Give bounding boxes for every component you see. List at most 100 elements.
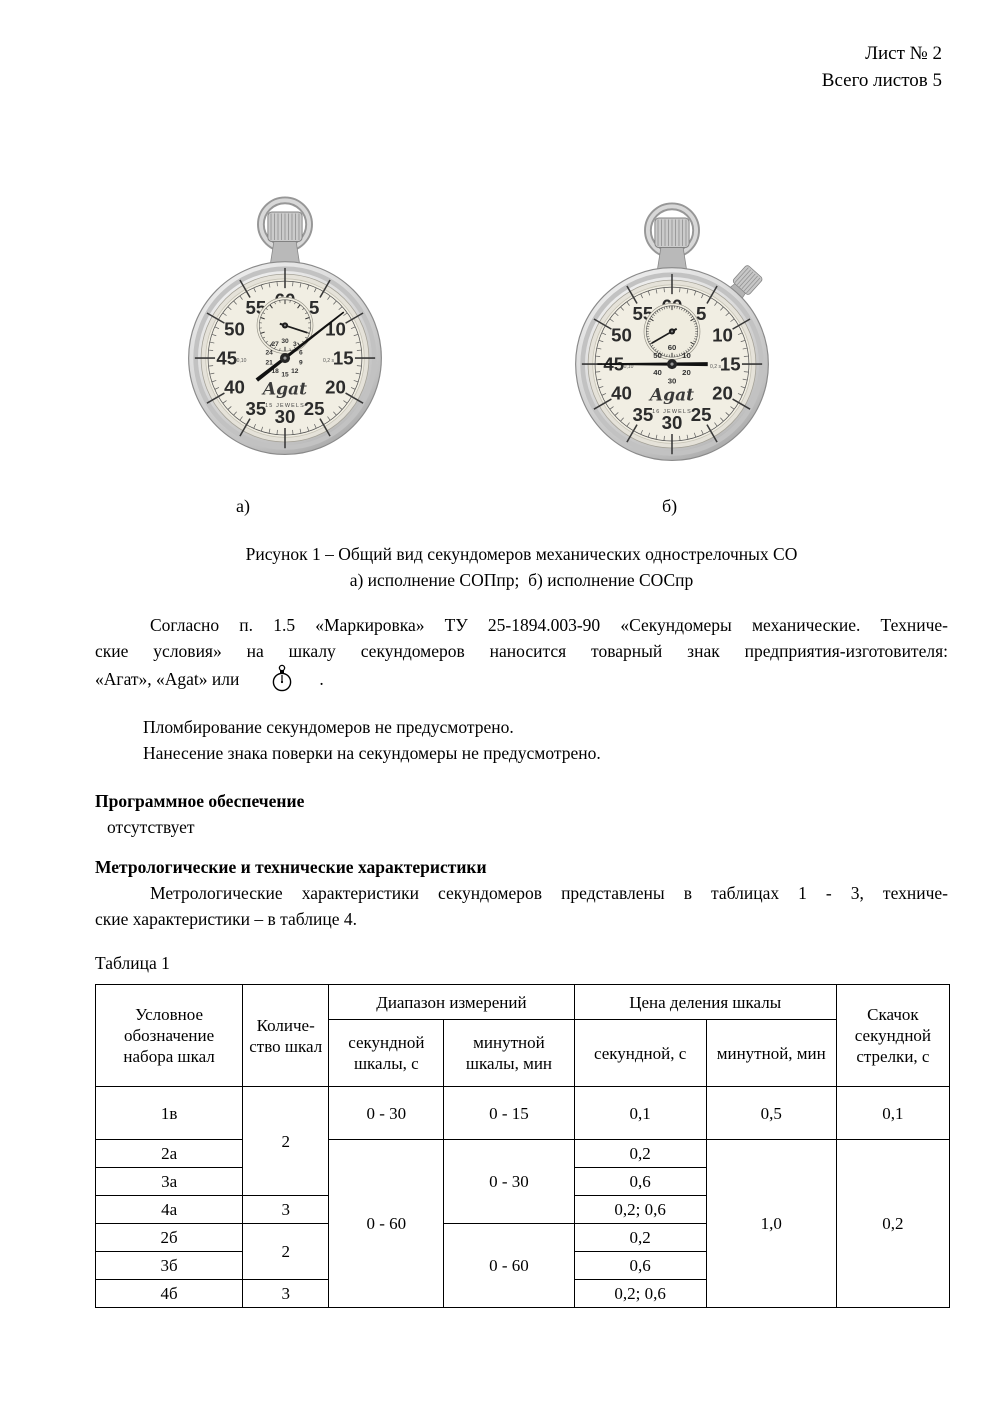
svg-text:35: 35 bbox=[632, 404, 653, 425]
svg-text:20: 20 bbox=[325, 377, 346, 398]
table-cell: 3 bbox=[242, 1279, 330, 1308]
table-cell: 4б bbox=[94, 1279, 244, 1308]
svg-text:12: 12 bbox=[291, 368, 299, 375]
agat-trademark-icon bbox=[273, 664, 292, 692]
table-row: 3б 0,6 bbox=[94, 1251, 950, 1280]
svg-text:40: 40 bbox=[611, 383, 632, 404]
paragraph-marking-line3-text: «Агат», «Agat» или bbox=[95, 669, 240, 689]
table1: Условное обозначение набора шкал Количе-… bbox=[94, 984, 951, 1308]
svg-text:0,10: 0,10 bbox=[624, 364, 634, 370]
table-cell: 0,2 bbox=[573, 1139, 707, 1168]
table-row: 1в 2 0 - 30 0 - 15 0,1 0,5 0,1 bbox=[94, 1086, 951, 1196]
table1-header-second-scale-range: секундной шкалы, с bbox=[328, 1019, 445, 1087]
table-cell: 0,2 bbox=[573, 1223, 707, 1252]
table-cell: 2 bbox=[242, 1086, 330, 1196]
table1-header-scale-count: Количе-ство шкал bbox=[242, 984, 330, 1087]
figure-label-b: б) bbox=[662, 496, 678, 516]
svg-text:30: 30 bbox=[275, 406, 296, 427]
table1-header-hand-jump: Скачок секундной стрелки, с bbox=[835, 984, 951, 1087]
metrology-paragraph-line1: Метрологические характеристики секундоме… bbox=[150, 883, 948, 903]
table-cell: 4а bbox=[94, 1195, 244, 1224]
svg-text:24: 24 bbox=[265, 349, 273, 356]
table-row: 3а 0,6 bbox=[94, 1167, 950, 1196]
table-cell: 0 - 15 bbox=[443, 1086, 575, 1140]
svg-text:9: 9 bbox=[299, 360, 303, 367]
software-section-value: отсутствует bbox=[107, 817, 195, 837]
table-cell: 2а bbox=[94, 1139, 244, 1168]
svg-text:45: 45 bbox=[216, 348, 237, 369]
svg-text:40: 40 bbox=[224, 377, 245, 398]
metrology-paragraph-line2: ские характеристики – в таблице 4. bbox=[95, 909, 357, 929]
table-cell: 0,1 bbox=[573, 1086, 707, 1140]
paragraph-seal: Пломбирование секундомеров не предусмотр… bbox=[95, 714, 948, 766]
svg-text:3: 3 bbox=[293, 341, 297, 348]
metrology-section-heading: Метрологические и технические характерис… bbox=[95, 857, 487, 877]
stopwatch-photo-b: 605101520253035404550556010203040500,100… bbox=[575, 202, 769, 462]
paragraph-marking-period: . bbox=[319, 669, 324, 689]
figure-caption: Рисунок 1 – Общий вид секундомеров механ… bbox=[95, 541, 948, 593]
svg-text:30: 30 bbox=[281, 338, 289, 345]
svg-text:25: 25 bbox=[304, 398, 325, 419]
svg-text:15: 15 bbox=[720, 354, 741, 375]
table1-header-scale-set: Условное обозначение набора шкал bbox=[94, 984, 244, 1087]
verification-mark-note: Нанесение знака поверки на секундомеры н… bbox=[143, 743, 601, 763]
svg-text:6: 6 bbox=[299, 349, 303, 356]
svg-text:30: 30 bbox=[662, 412, 683, 433]
paragraph-marking-line1: Согласно п. 1.5 «Маркировка» ТУ 25-1894.… bbox=[150, 615, 948, 635]
table1-header-minute-division: минутной, мин bbox=[705, 1019, 837, 1087]
table-row: 2а 0 - 60 0 - 30 0,2 1,0 0,2 bbox=[94, 1139, 951, 1308]
table-cell: 0,2 bbox=[835, 1139, 951, 1308]
svg-text:0,2 s: 0,2 s bbox=[710, 364, 721, 370]
sheet-header: Лист № 2 Всего листов 5 bbox=[822, 40, 942, 94]
table-cell: 3а bbox=[94, 1167, 244, 1196]
figure-caption-line2: а) исполнение СОПпр; б) исполнение СОСпр bbox=[349, 570, 694, 590]
sheet-number: Лист № 2 bbox=[865, 43, 942, 64]
table1-header-group-division: Цена деления шкалы bbox=[573, 984, 837, 1020]
table-cell: 0,1 bbox=[835, 1086, 951, 1140]
software-section-heading: Программное обеспечение bbox=[95, 791, 305, 811]
svg-text:16 JEWELS: 16 JEWELS bbox=[652, 409, 692, 415]
svg-text:18: 18 bbox=[272, 368, 280, 375]
svg-text:10: 10 bbox=[325, 318, 346, 339]
svg-text:20: 20 bbox=[712, 383, 733, 404]
svg-text:35: 35 bbox=[245, 398, 266, 419]
table-cell: 2б bbox=[94, 1223, 244, 1252]
figure-caption-line1: Рисунок 1 – Общий вид секундомеров механ… bbox=[245, 544, 798, 564]
table-cell: 3б bbox=[94, 1251, 244, 1280]
svg-text:25: 25 bbox=[691, 404, 712, 425]
svg-text:60: 60 bbox=[668, 343, 677, 352]
table1-header-second-division: секундной, с bbox=[573, 1019, 707, 1087]
table1-header-minute-scale-range: минутной шкалы, мин bbox=[443, 1019, 575, 1087]
svg-text:20: 20 bbox=[682, 368, 691, 377]
figure-label-a: а) bbox=[236, 496, 250, 516]
table-row: 4б 3 0,2; 0,6 bbox=[94, 1279, 950, 1308]
table-cell: 1,0 bbox=[705, 1139, 837, 1308]
table-cell: 0 - 60 bbox=[443, 1223, 575, 1308]
table-cell: 1в bbox=[94, 1086, 244, 1140]
svg-text:50: 50 bbox=[224, 318, 245, 339]
table-cell: 0,6 bbox=[573, 1251, 707, 1280]
svg-text:Agat: Agat bbox=[648, 386, 694, 406]
svg-text:10: 10 bbox=[682, 351, 691, 360]
table-cell: 0,6 bbox=[573, 1167, 707, 1196]
table-cell: 3 bbox=[242, 1195, 330, 1224]
table1-title: Таблица 1 bbox=[95, 953, 170, 973]
table1-header-group-range: Диапазон измерений bbox=[328, 984, 575, 1020]
table-cell: 0,2; 0,6 bbox=[573, 1279, 707, 1308]
table1-body: 1в 2 0 - 30 0 - 15 0,1 0,5 0,1 2а 0 - 60 0 - 30 0,… bbox=[94, 1086, 951, 1308]
stopwatch-photo-a: 6051015202530354045505530369121518212427… bbox=[188, 196, 382, 456]
svg-text:15: 15 bbox=[281, 371, 289, 378]
svg-text:0,2 s: 0,2 s bbox=[323, 358, 334, 364]
svg-text:21: 21 bbox=[265, 360, 273, 367]
sealing-note: Пломбирование секундомеров не предусмотр… bbox=[143, 717, 514, 737]
table-cell: 0 - 30 bbox=[328, 1086, 445, 1140]
svg-text:5: 5 bbox=[696, 303, 706, 324]
table-cell: 0 - 30 bbox=[443, 1139, 575, 1224]
table-row: 2б 2 0 - 60 0,2 bbox=[94, 1223, 950, 1308]
svg-text:0,10: 0,10 bbox=[237, 358, 247, 364]
total-sheets: Всего листов 5 bbox=[821, 70, 942, 91]
svg-text:Agat: Agat bbox=[261, 380, 307, 400]
svg-text:30: 30 bbox=[668, 376, 677, 385]
table-cell: 0 - 60 bbox=[328, 1139, 445, 1308]
